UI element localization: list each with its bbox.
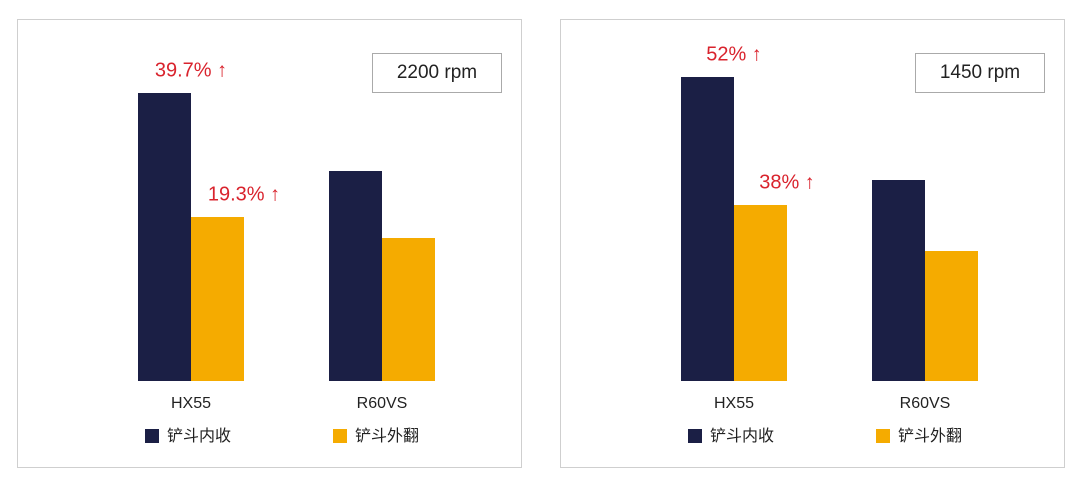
legend-label: 铲斗内收 — [710, 427, 774, 445]
legend-label: 铲斗外翻 — [355, 427, 419, 445]
increase-label: 38% ↑ — [759, 171, 815, 193]
x-tick-label: R60VS — [900, 395, 951, 412]
subtitle-box — [915, 53, 1045, 93]
legend-label: 铲斗外翻 — [898, 427, 962, 445]
bar — [329, 171, 382, 381]
increase-label: 19.3% ↑ — [208, 183, 280, 205]
panel: 1450 rpm HX55 R60VS 52% ↑ 铲斗内收 38% ↑ 铲斗外翻 — [560, 19, 1065, 468]
increase-label: 52% ↑ — [706, 43, 762, 65]
bar — [734, 205, 787, 381]
bar — [191, 217, 244, 381]
legend-swatch — [145, 429, 159, 443]
legend-swatch — [876, 429, 890, 443]
x-tick-label: R60VS — [357, 395, 408, 412]
subtitle-box — [372, 53, 502, 93]
panel: 2200 rpm HX55 R60VS 39.7% ↑ 铲斗内收 19.3% ↑ 铲斗外翻 — [17, 19, 522, 468]
bar — [872, 180, 925, 381]
subtitle: 2200 rpm — [397, 62, 477, 83]
increase-label: 39.7% ↑ — [155, 59, 227, 81]
x-tick-label: HX55 — [171, 395, 211, 412]
panel-border — [560, 19, 1065, 468]
panel-border — [17, 19, 522, 468]
bar — [925, 251, 978, 381]
subtitle: 1450 rpm — [940, 62, 1020, 83]
legend-swatch — [688, 429, 702, 443]
bar — [681, 77, 734, 381]
legend-label: 铲斗内收 — [167, 427, 231, 445]
x-tick-label: HX55 — [714, 395, 754, 412]
bar — [138, 93, 191, 381]
legend-swatch — [333, 429, 347, 443]
bar — [382, 238, 435, 381]
